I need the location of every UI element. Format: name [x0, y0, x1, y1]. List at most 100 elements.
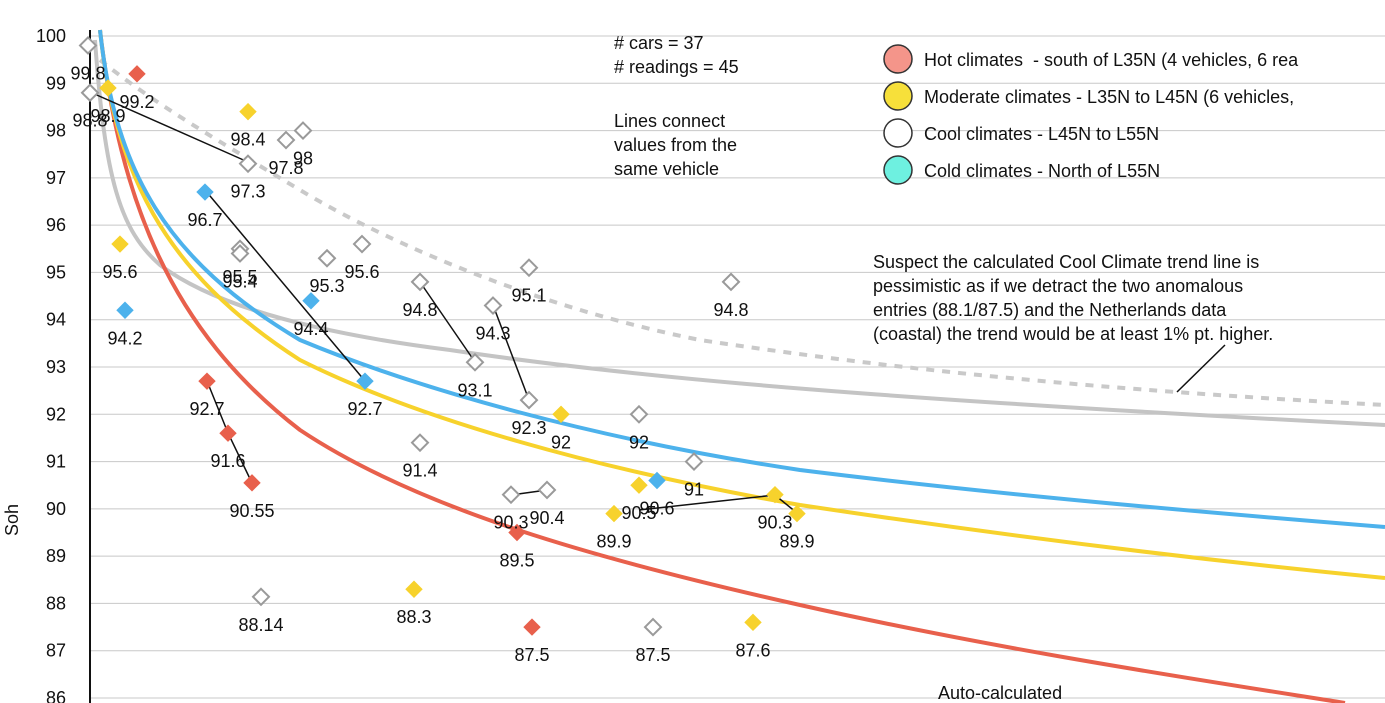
point: [80, 83, 100, 103]
data-label: 89.9: [596, 532, 631, 552]
data-label: 93.1: [457, 380, 492, 400]
point: [239, 102, 257, 121]
point: [552, 405, 570, 423]
data-label: 97.8: [268, 158, 303, 178]
y-tick-label: 94: [46, 310, 66, 330]
y-tick-label: 89: [46, 546, 66, 566]
data-label: 90.4: [529, 508, 564, 528]
data-label: 89.5: [499, 551, 534, 571]
point: [684, 452, 704, 471]
vehicle-link: [419, 281, 476, 363]
point: [766, 485, 784, 504]
annotation: (coastal) the trend would be at least 1%…: [873, 324, 1273, 344]
data-label: 94.4: [293, 319, 328, 339]
data-label: 94.8: [713, 300, 748, 320]
point: [508, 523, 526, 542]
y-tick-label: 96: [46, 215, 66, 235]
vehicle-links: [89, 91, 1226, 514]
point: [405, 580, 423, 598]
point: [99, 79, 117, 97]
point: [501, 485, 521, 505]
point: [410, 272, 430, 292]
annotation: # cars = 37: [614, 33, 704, 53]
y-tick-label: 86: [46, 688, 66, 703]
annotation: same vehicle: [614, 159, 719, 179]
point: [629, 404, 649, 424]
legend-label: Cold climates - North of L55N: [924, 161, 1160, 181]
data-label: 90.6: [639, 498, 674, 518]
data-label: 95.4: [222, 272, 257, 292]
point: [302, 292, 320, 310]
data-label: 98: [293, 149, 313, 169]
data-label: 98.8: [72, 111, 107, 131]
point: [721, 272, 741, 292]
data-label: 91: [684, 480, 704, 500]
y-tick-label: 92: [46, 404, 66, 424]
data-label: 90.3: [757, 513, 792, 533]
point: [356, 372, 374, 390]
y-tick-label: 90: [46, 499, 66, 519]
point: [643, 617, 663, 637]
y-tick-label: 87: [46, 641, 66, 661]
data-labels: 99.2 92.7 91.6 90.55 89.5 87.5 98.9 98.4 95.6 88.…: [70, 63, 814, 665]
trend-line: [98, 29, 1346, 703]
vehicle-link: [492, 304, 530, 401]
point: [648, 471, 666, 490]
annotation: # readings = 45: [614, 57, 739, 77]
point: [523, 618, 541, 636]
point: [744, 613, 762, 632]
legend-marker: [883, 44, 913, 74]
data-label: 97.3: [230, 182, 265, 202]
data-label: 98.4: [230, 130, 265, 150]
vehicle-link: [204, 189, 366, 382]
data-label: 92.7: [347, 399, 382, 419]
y-tick-label: 95: [46, 262, 66, 282]
data-label: 92.7: [189, 399, 224, 419]
point: [219, 424, 237, 442]
data-label: 92.3: [511, 418, 546, 438]
point: [116, 301, 134, 319]
point: [196, 183, 214, 201]
point: [788, 504, 806, 523]
point: [519, 258, 539, 278]
data-label: 88.3: [396, 607, 431, 627]
data-label: 94.2: [107, 328, 142, 348]
annotation: pessimistic as if we detract the two ano…: [873, 276, 1243, 296]
point: [410, 433, 430, 453]
data-label: 90.3: [493, 513, 528, 533]
data-label: 94.3: [475, 324, 510, 344]
annotation: Auto-calculated: [938, 683, 1062, 703]
legend-label: Hot climates - south of L35N (4 vehicles…: [924, 50, 1299, 70]
legend-label: Moderate climates - L35N to L45N (6 vehi…: [924, 87, 1294, 107]
y-tick-label: 88: [46, 593, 66, 613]
data-label: 98.9: [90, 106, 125, 126]
annotation-pointer: [1176, 344, 1226, 393]
data-label: 95.1: [511, 286, 546, 306]
point: [317, 248, 337, 268]
vehicle-link: [89, 91, 249, 163]
data-label: 90.55: [229, 501, 274, 521]
data-label: 87.5: [635, 645, 670, 665]
legend-marker: [883, 155, 913, 185]
point: [128, 65, 146, 83]
points: [78, 36, 806, 637]
trend-line: [98, 29, 1385, 580]
data-label: 95.6: [344, 262, 379, 282]
legend-marker: [883, 118, 913, 148]
point: [276, 130, 296, 150]
legend-label: Cool climates - L45N to L55N: [924, 124, 1159, 144]
point: [352, 234, 372, 254]
data-label: 95.5: [222, 267, 257, 287]
data-label: 87.6: [735, 640, 770, 660]
point: [465, 352, 485, 372]
point: [483, 296, 503, 315]
data-label: 90.5: [621, 503, 656, 523]
data-label: 99.2: [119, 92, 154, 112]
point: [537, 480, 557, 500]
point: [243, 474, 261, 492]
point: [519, 390, 539, 410]
data-label: 96.7: [187, 210, 222, 230]
y-tick-label: 99: [46, 73, 66, 93]
y-axis-label: Soh: [2, 504, 22, 536]
